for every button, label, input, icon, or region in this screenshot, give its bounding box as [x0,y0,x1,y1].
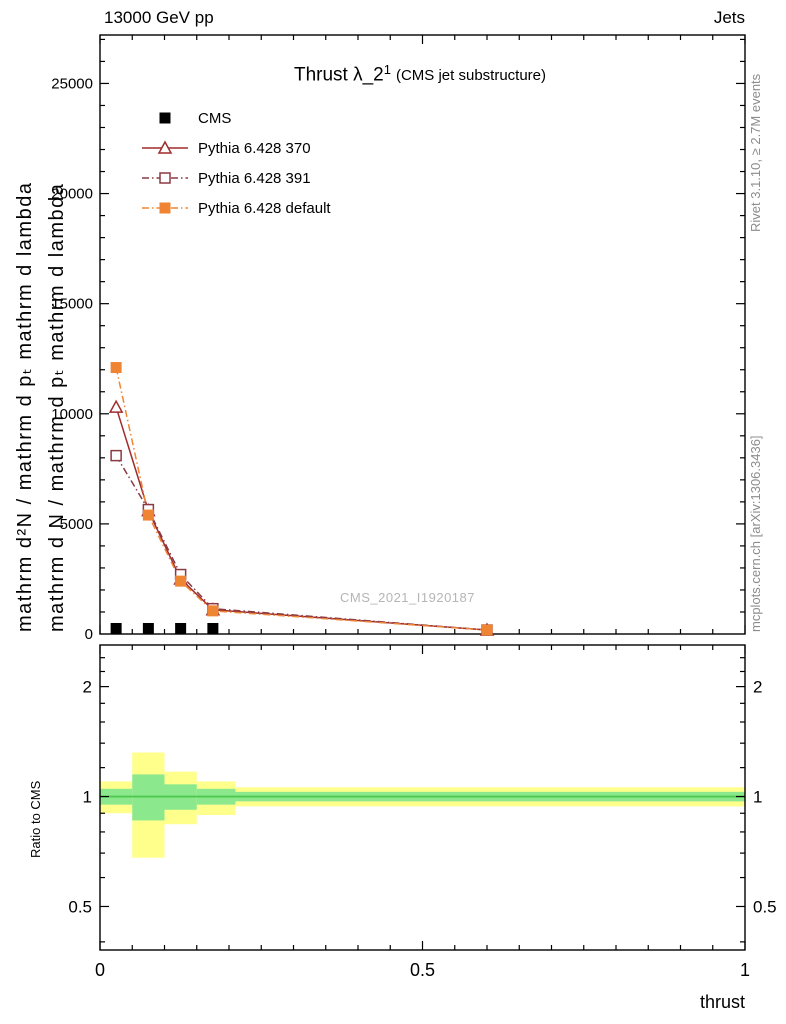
ratio-tick-label-right: 1 [753,788,762,807]
marker-square-open [110,449,122,462]
legend-sample [142,202,188,214]
legend-label: Pythia 6.428 370 [198,139,311,157]
marker-triangle-open [157,140,173,154]
plot-title-superscript: 1 [383,62,391,77]
y-tick-label: 5000 [60,516,93,533]
legend-item-cms: CMS [142,103,331,133]
plot-title: Thrust λ_21 (CMS jet substructure) [190,62,650,86]
marker-square-filled [207,622,219,634]
legend: CMS Pythia 6.428 370 Pythia 6.428 391 Pythi… [142,103,331,223]
analysis-group-label: Jets [713,8,745,27]
x-tick-label: 0 [95,960,105,980]
legend-item-pythia-6.428-370: Pythia 6.428 370 [142,133,331,163]
marker-square-open [159,172,171,184]
marker-square-filled [207,605,219,617]
marker-square-filled [159,202,171,214]
legend-item-pythia-6.428-391: Pythia 6.428 391 [142,163,331,193]
legend-item-pythia-6.428-default: Pythia 6.428 default [142,193,331,223]
ratio-tick-label-left: 0.5 [68,897,92,916]
analysis-id-watermark: CMS_2021_I1920187 [340,590,475,605]
ratio-tick-label-right: 0.5 [753,897,777,916]
marker-square-filled [481,624,493,636]
marker-square-filled [142,622,154,634]
marker-square-filled [110,622,122,634]
y-tick-label: 15000 [51,296,93,313]
legend-sample [142,140,188,154]
x-tick-label: 1 [740,960,750,980]
marker-square-filled [110,362,122,374]
x-tick-label: 0.5 [410,960,435,980]
marker-triangle-open [108,399,124,413]
ratio-tick-label-left: 1 [83,788,92,807]
legend-label: Pythia 6.428 391 [198,169,311,187]
plot-title-paren: (CMS jet substructure) [395,67,547,85]
plot-title-main: Thrust λ_2 [293,64,384,86]
y-tick-label: 25000 [51,75,93,92]
y-tick-label: 0 [85,626,93,643]
marker-square-filled [175,622,187,634]
legend-sample [159,112,171,124]
beam-energy-label: 13000 GeV pp [104,8,214,27]
legend-sample [142,172,188,184]
legend-label: CMS [198,109,232,127]
marker-square-filled [159,112,171,124]
ratio-tick-label-left: 2 [83,678,92,697]
marker-square-filled [175,575,187,587]
x-axis-label: thrust [699,992,745,1012]
legend-label: Pythia 6.428 default [198,199,331,217]
y-tick-label: 10000 [51,406,93,423]
ratio-tick-label-right: 2 [753,678,762,697]
y-tick-label: 20000 [51,186,93,203]
marker-square-filled [142,509,154,521]
